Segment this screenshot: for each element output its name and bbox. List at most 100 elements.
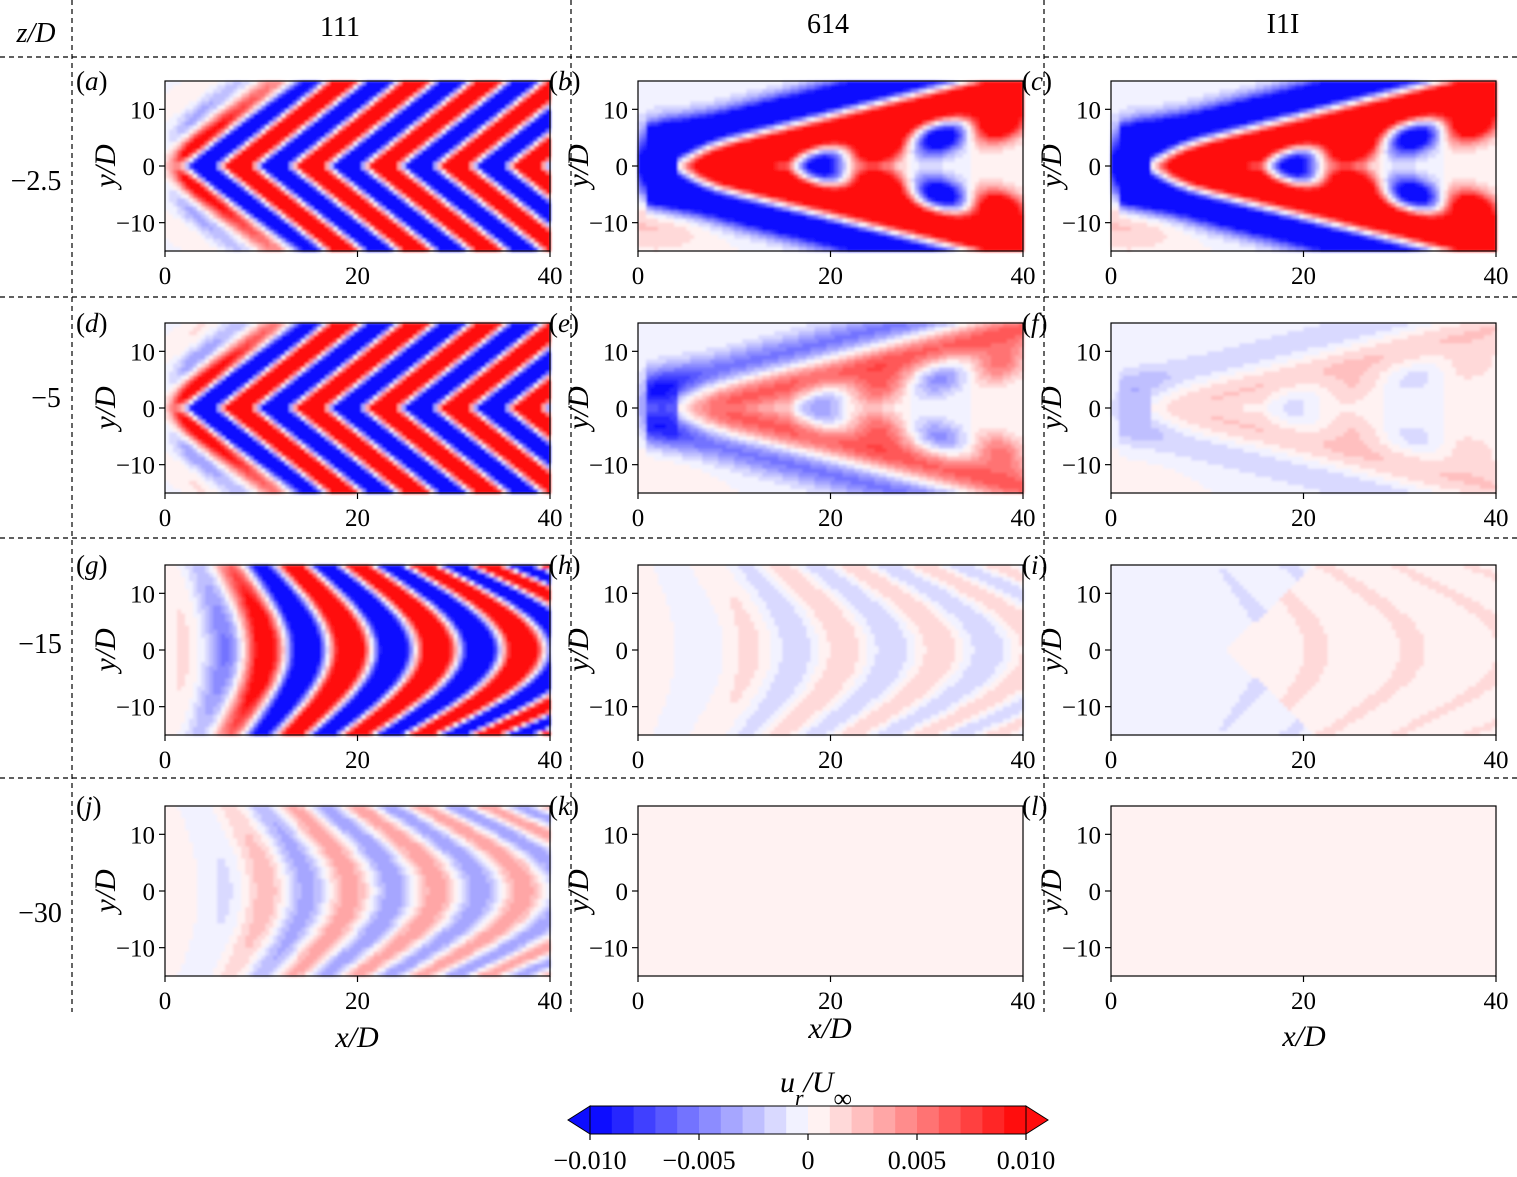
contour-cell [241, 154, 246, 159]
contour-cell [229, 105, 234, 110]
contour-cell [249, 121, 254, 126]
contour-cell [305, 166, 310, 171]
contour-cell [301, 182, 306, 187]
contour-cell [233, 198, 238, 203]
contour-cell [165, 231, 170, 236]
contour-cell [209, 170, 214, 175]
contour-cell [325, 142, 330, 147]
contour-cell [177, 134, 182, 139]
contour-cell [349, 194, 354, 199]
contour-cell [209, 243, 214, 248]
contour-cell [173, 227, 178, 232]
contour-cell [285, 113, 290, 118]
contour-cell [305, 211, 310, 216]
contour-cell [382, 97, 387, 102]
contour-cell [374, 223, 379, 228]
contour-cell [358, 130, 363, 135]
contour-cell [169, 89, 174, 94]
contour-cell [366, 198, 371, 203]
contour-cell [309, 235, 314, 240]
contour-cell [382, 138, 387, 143]
contour-cell [165, 239, 170, 244]
contour-cell [378, 142, 383, 147]
contour-cell [333, 117, 338, 122]
contour-cell [181, 211, 186, 216]
contour-cell [301, 223, 306, 228]
contour-cell [217, 186, 222, 191]
contour-cell [225, 186, 230, 191]
contour-cell [173, 186, 178, 191]
contour-cell [197, 223, 202, 228]
contour-cell [317, 190, 322, 195]
contour-cell [261, 126, 266, 131]
contour-cell [277, 166, 282, 171]
contour-cell [321, 215, 326, 220]
contour-cell [293, 190, 298, 195]
contour-cell [305, 178, 310, 183]
contour-cell [289, 134, 294, 139]
contour-cell [237, 190, 242, 195]
contour-cell [285, 105, 290, 110]
contour-cell [293, 243, 298, 248]
contour-cell [273, 186, 278, 191]
contour-cell [333, 231, 338, 236]
contour-cell [378, 105, 383, 110]
contour-cell [265, 198, 270, 203]
contour-cell [273, 215, 278, 220]
contour-cell [241, 121, 246, 126]
contour-cell [273, 190, 278, 195]
contour-cell [217, 243, 222, 248]
contour-cell [281, 105, 286, 110]
contour-cell [237, 162, 242, 167]
contour-cell [366, 93, 371, 98]
contour-cell [341, 130, 346, 135]
contour-cell [353, 109, 358, 114]
contour-cell [173, 89, 178, 94]
contour-cell [233, 206, 238, 211]
contour-cell [269, 162, 274, 167]
contour-cell [329, 186, 334, 191]
contour-cell [358, 198, 363, 203]
contour-cell [285, 154, 290, 159]
contour-cell [358, 126, 363, 131]
contour-cell [233, 126, 238, 131]
contour-cell [209, 194, 214, 199]
contour-cell [233, 146, 238, 151]
contour-cell [241, 109, 246, 114]
contour-cell [273, 231, 278, 236]
contour-cell [345, 202, 350, 207]
contour-cell [201, 158, 206, 163]
contour-cell [305, 182, 310, 187]
contour-cell [201, 105, 206, 110]
contour-cell [205, 97, 210, 102]
contour-cell [217, 101, 222, 106]
contour-cell [374, 162, 379, 167]
contour-cell [313, 239, 318, 244]
contour-cell [293, 215, 298, 220]
contour-cell [333, 186, 338, 191]
contour-cell [353, 81, 358, 86]
contour-cell [221, 223, 226, 228]
contour-cell [233, 97, 238, 102]
contour-cell [261, 105, 266, 110]
contour-cell [237, 158, 242, 163]
contour-cell [313, 178, 318, 183]
contour-cell [213, 138, 218, 143]
contour-cell [353, 105, 358, 110]
contour-cell [249, 162, 254, 167]
contour-cell [217, 194, 222, 199]
contour-cell [345, 162, 350, 167]
contour-cell [197, 166, 202, 171]
contour-cell [177, 117, 182, 122]
contour-cell [281, 150, 286, 155]
contour-cell [257, 126, 262, 131]
contour-cell [325, 178, 330, 183]
contour-cell [257, 146, 262, 151]
contour-cell [269, 97, 274, 102]
contour-cell [341, 81, 346, 86]
contour-cell [253, 202, 258, 207]
contour-cell [201, 227, 206, 232]
contour-cell [285, 142, 290, 147]
contour-cell [225, 178, 230, 183]
contour-cell [257, 190, 262, 195]
